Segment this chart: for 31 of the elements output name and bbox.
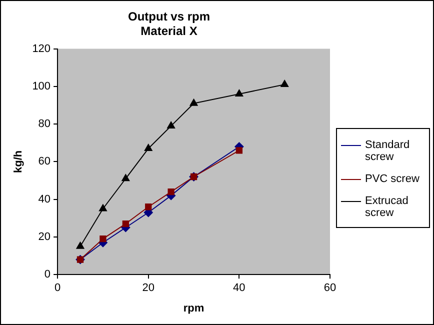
y-tick-label: 60 <box>38 156 51 168</box>
point <box>122 174 130 182</box>
point <box>280 80 289 88</box>
y-tick-label: 80 <box>38 118 51 130</box>
x-tick-label: 40 <box>233 282 246 294</box>
point <box>235 89 244 96</box>
x-tick-label: 20 <box>142 282 154 294</box>
x-tick-label: 60 <box>324 282 336 294</box>
point <box>100 236 106 242</box>
chart-subtitle: Material X <box>140 24 198 38</box>
x-axis-title: rpm <box>183 302 204 314</box>
legend-label: PVC screw <box>365 173 420 185</box>
chart-title: Output vs rpm <box>128 10 210 24</box>
point <box>98 204 107 212</box>
y-tick-label: 40 <box>38 193 51 206</box>
x-tick-label: 0 <box>54 282 61 294</box>
point <box>236 147 243 154</box>
point <box>145 204 152 210</box>
point <box>144 144 152 152</box>
y-tick-label: 20 <box>38 231 51 243</box>
point <box>167 121 176 128</box>
y-tick-label: 0 <box>44 268 51 281</box>
legend-label: Standard screw <box>365 139 411 163</box>
point <box>122 220 129 228</box>
y-tick-label: 100 <box>32 80 51 92</box>
point <box>76 242 84 249</box>
legend-label: Extrucad screw <box>365 195 410 219</box>
y-axis-title: kg/h <box>12 150 25 174</box>
point <box>168 188 174 196</box>
point <box>190 98 198 106</box>
y-tick-label: 120 <box>32 42 51 55</box>
